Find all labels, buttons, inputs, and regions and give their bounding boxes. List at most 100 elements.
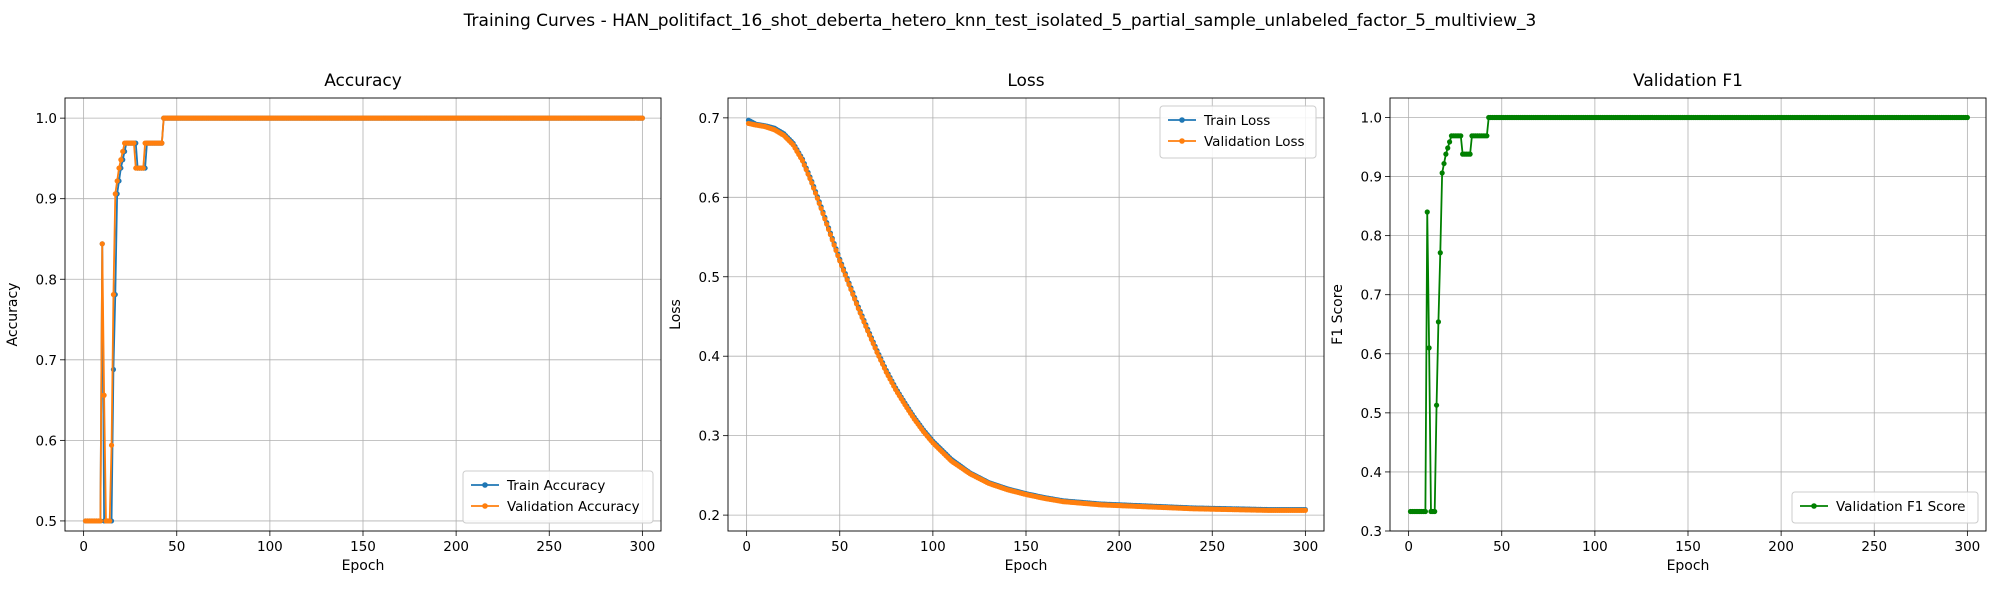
legend-label: Train Loss	[1203, 113, 1270, 129]
data-point	[825, 226, 832, 233]
data-point	[1424, 209, 1430, 215]
legend-swatch-marker	[1179, 117, 1185, 123]
x-axis-label: Epoch	[1005, 558, 1048, 574]
y-axis-label: Accuracy	[5, 283, 21, 347]
y-tick-label: 0.5	[699, 270, 720, 286]
x-tick-label: 150	[350, 539, 376, 555]
data-point	[1484, 133, 1490, 139]
data-point	[855, 305, 861, 312]
data-point	[1458, 133, 1464, 139]
data-point	[1302, 507, 1308, 513]
data-point	[814, 195, 821, 201]
data-point	[827, 232, 834, 238]
plot-frame	[1389, 97, 1987, 532]
data-point	[805, 171, 811, 177]
x-tick-label: 50	[831, 539, 848, 555]
chart-panel-3: 0 50 100 150 200 250 300 0.3 0.4 0.5 0.6 0.7 0.8 0.9 1…	[1330, 71, 1987, 574]
data-point	[1441, 160, 1447, 167]
data-point	[99, 241, 105, 247]
series-markers-1	[745, 117, 1308, 513]
y-axis-label: F1 Score	[1330, 284, 1346, 345]
y-tick-label: 1.0	[1361, 110, 1382, 126]
data-point	[846, 282, 852, 288]
y-tick-label: 1.0	[36, 111, 57, 127]
legend-label: Validation Loss	[1204, 134, 1305, 150]
data-point	[852, 296, 858, 302]
x-tick-label: 150	[1013, 539, 1039, 555]
y-tick-label: 0.9	[36, 192, 57, 208]
x-tick-label: 150	[1675, 539, 1701, 555]
series-line-1	[85, 117, 643, 522]
data-point	[868, 336, 875, 342]
series-markers-2	[82, 115, 645, 524]
data-point	[881, 365, 888, 371]
data-point	[107, 518, 113, 524]
data-point	[879, 361, 886, 367]
legend-swatch-marker	[482, 503, 488, 509]
data-point	[140, 165, 146, 171]
grid	[1390, 98, 1986, 532]
plot-frame	[727, 97, 1325, 532]
y-tick-label: 0.7	[36, 353, 57, 369]
data-point	[1445, 145, 1451, 151]
data-point	[824, 221, 830, 227]
x-tick-label: 250	[1861, 539, 1887, 555]
data-point	[839, 263, 845, 269]
data-point	[1964, 114, 1970, 121]
y-tick-label: 0.4	[699, 349, 720, 365]
data-point	[116, 165, 122, 171]
data-point	[131, 140, 137, 146]
legend: Validation F1 Score	[1791, 491, 1979, 524]
data-point	[866, 332, 873, 338]
data-point	[870, 341, 876, 347]
y-tick-label: 0.5	[36, 514, 57, 530]
data-point	[850, 291, 856, 297]
data-point	[822, 216, 828, 222]
chart-title: Accuracy	[324, 71, 402, 91]
data-point	[1467, 151, 1473, 157]
data-point	[1443, 151, 1449, 157]
data-point	[112, 191, 118, 197]
data-point	[1439, 170, 1445, 176]
x-tick-label: 100	[1582, 539, 1608, 555]
data-point	[118, 157, 124, 163]
series-line-2	[85, 117, 643, 522]
x-tick-label: 200	[1106, 539, 1132, 555]
series-line-2	[748, 122, 1306, 512]
plot-frame	[64, 97, 662, 532]
series-markers-1	[82, 115, 645, 524]
series-line-1	[748, 119, 1306, 511]
data-point	[803, 167, 809, 173]
grid	[728, 98, 1324, 531]
data-point	[816, 200, 822, 206]
x-tick-label: 100	[257, 539, 283, 555]
legend-label: Validation F1 Score	[1836, 499, 1965, 515]
data-point	[639, 115, 645, 121]
x-tick-label: 100	[920, 539, 946, 555]
data-point	[1433, 402, 1440, 408]
data-point	[829, 237, 835, 243]
x-tick-label: 250	[536, 539, 562, 555]
data-point	[863, 323, 869, 329]
data-point	[807, 175, 813, 182]
series-markers-1	[1407, 114, 1970, 515]
series-markers-2	[745, 120, 1308, 513]
data-point	[812, 190, 819, 196]
y-tick-label: 0.9	[1361, 170, 1382, 186]
data-point	[842, 272, 848, 278]
y-tick-label: 0.5	[1361, 406, 1382, 422]
data-point	[1432, 508, 1438, 515]
legend: Train Accuracy Validation Accuracy	[462, 470, 654, 524]
legend-swatch-marker	[1179, 138, 1185, 144]
x-tick-label: 300	[1954, 539, 1980, 555]
y-tick-label: 0.7	[699, 111, 720, 127]
data-point	[844, 277, 850, 283]
data-point	[833, 247, 839, 253]
data-point	[1437, 250, 1443, 256]
data-point	[874, 349, 880, 355]
y-tick-label: 0.8	[1361, 229, 1382, 245]
x-axis-label: Epoch	[1667, 558, 1710, 574]
x-tick-label: 300	[629, 539, 655, 555]
data-point	[801, 162, 807, 168]
legend-box	[1159, 105, 1317, 159]
